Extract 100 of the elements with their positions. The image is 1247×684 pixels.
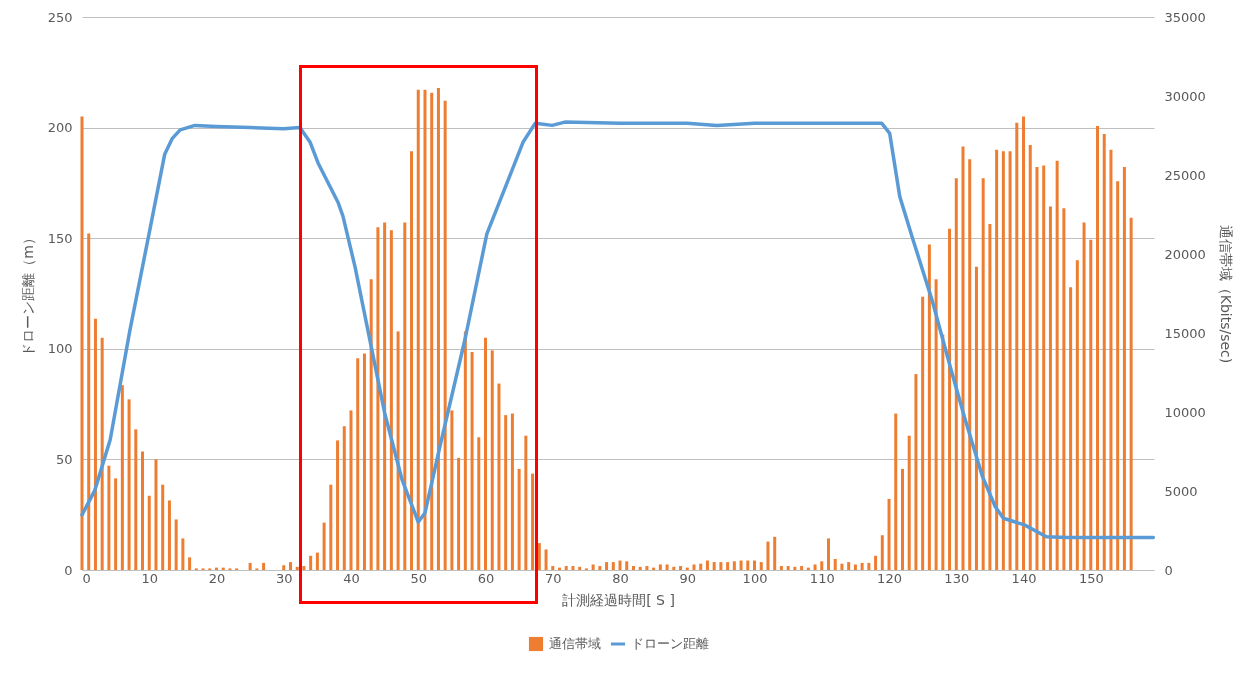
bar <box>551 566 555 570</box>
bar <box>524 435 528 570</box>
bar <box>625 561 629 570</box>
bar <box>853 564 857 570</box>
bar <box>618 560 622 570</box>
x-tick-label: 60 <box>477 570 495 586</box>
bar <box>1122 167 1126 570</box>
bar <box>181 538 185 570</box>
bar <box>1069 287 1073 570</box>
bar <box>302 566 306 570</box>
bar <box>1048 206 1052 570</box>
bar <box>995 149 999 570</box>
x-tick-label: 110 <box>809 570 835 586</box>
bar <box>443 100 447 570</box>
bar <box>631 566 635 570</box>
bar <box>712 562 716 570</box>
bar <box>605 562 609 570</box>
bar <box>436 88 440 570</box>
bar <box>262 562 266 570</box>
x-tick-label: 80 <box>612 570 629 586</box>
bar <box>87 233 91 570</box>
bar <box>450 410 454 570</box>
bar <box>477 437 481 570</box>
bar <box>1102 133 1106 570</box>
y2-tick-label: 25000 <box>1164 167 1206 183</box>
y2-tick-label: 35000 <box>1164 9 1206 25</box>
bar <box>638 566 642 570</box>
bar <box>167 500 171 570</box>
bar <box>188 557 192 570</box>
bar <box>362 353 366 570</box>
bar <box>746 560 750 570</box>
bar <box>981 178 985 570</box>
y-axis-title: ドローン距離（m） <box>19 231 36 357</box>
bar <box>1116 181 1120 570</box>
bar <box>1129 217 1133 570</box>
bar <box>497 383 501 570</box>
bar <box>611 562 615 570</box>
x-tick-label: 20 <box>208 570 226 586</box>
x-tick-label: 130 <box>944 570 970 586</box>
bar <box>1089 239 1093 570</box>
bar <box>544 549 548 570</box>
x-tick-label: 30 <box>275 570 293 586</box>
bar <box>288 562 292 570</box>
bar <box>484 337 488 570</box>
bar <box>759 562 763 570</box>
bar <box>719 562 723 570</box>
bar <box>349 410 353 570</box>
bar <box>753 560 757 570</box>
bar <box>369 279 373 570</box>
bar <box>739 560 743 570</box>
bar <box>107 465 111 570</box>
bar <box>430 92 434 570</box>
bar <box>403 222 407 570</box>
bar <box>517 468 521 570</box>
bar <box>376 227 380 570</box>
legend-label: ドローン距離 <box>631 636 709 651</box>
bar <box>329 484 333 570</box>
bar <box>100 337 104 570</box>
x-tick-label: 90 <box>679 570 697 586</box>
x-tick-label: 120 <box>877 570 902 586</box>
bar <box>1055 160 1059 570</box>
bar <box>907 435 911 570</box>
bar <box>342 426 346 570</box>
bar <box>1022 116 1026 570</box>
bar <box>93 318 97 570</box>
x-axis-title: 計測経過時間[ S ] <box>562 591 675 608</box>
bar <box>389 230 393 570</box>
bar <box>457 457 461 570</box>
bar <box>658 564 662 570</box>
bar <box>887 498 891 570</box>
bar <box>490 350 494 570</box>
line-series <box>80 120 1156 540</box>
y-tick-label: 100 <box>47 341 73 357</box>
x-tick-label: 0 <box>82 570 91 586</box>
bar <box>786 566 790 570</box>
bar <box>396 331 400 570</box>
bar <box>988 223 992 570</box>
bar <box>309 555 313 570</box>
y2-tick-label: 30000 <box>1164 88 1206 104</box>
x-tick-label: 150 <box>1078 570 1104 586</box>
bar <box>537 543 541 570</box>
bar <box>699 563 703 570</box>
bar <box>679 566 683 570</box>
bar <box>968 159 972 570</box>
bar <box>282 565 286 570</box>
bar <box>504 415 508 570</box>
bar <box>114 478 118 570</box>
bar <box>591 564 595 570</box>
bar <box>954 178 958 570</box>
bar <box>820 561 824 570</box>
bar <box>410 151 414 570</box>
bar <box>134 429 138 570</box>
bar <box>948 228 952 570</box>
bar <box>423 89 427 570</box>
x-tick-label: 70 <box>544 570 562 586</box>
bar <box>127 399 131 570</box>
bar <box>356 358 360 570</box>
bar <box>974 266 978 570</box>
bar <box>1015 122 1019 570</box>
bar <box>1028 144 1032 570</box>
